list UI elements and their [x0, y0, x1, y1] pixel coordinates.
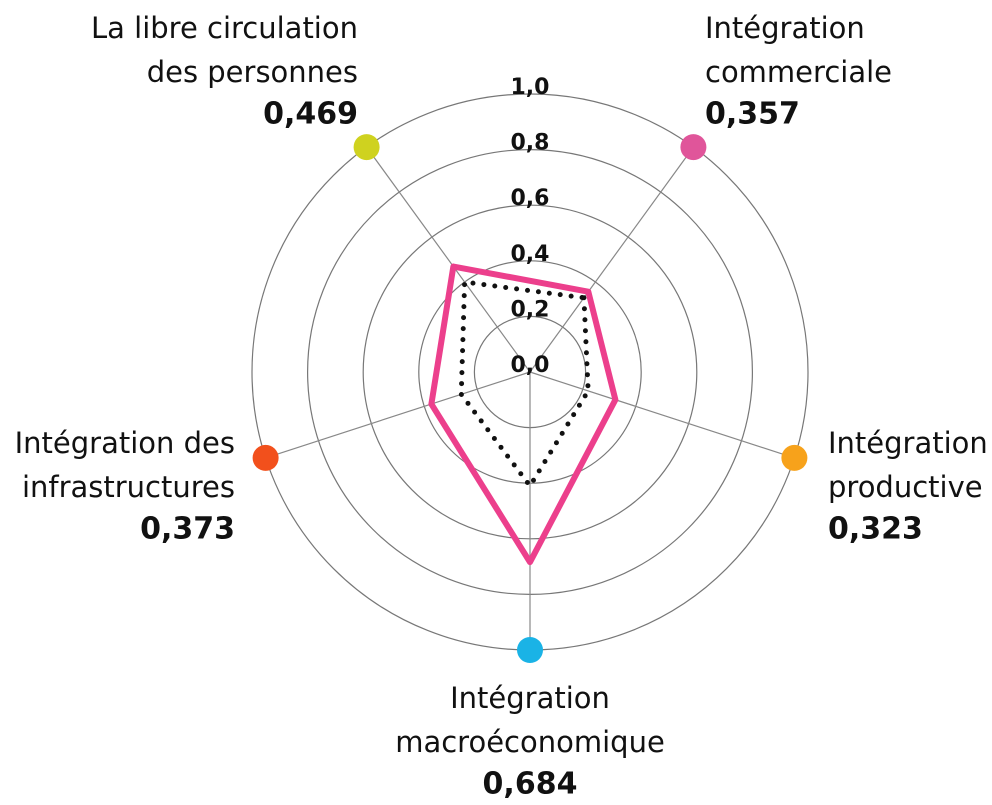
value-label: 0,323 — [828, 512, 923, 547]
r-tick-label: 0,2 — [511, 297, 550, 322]
axis-dot — [680, 134, 707, 161]
r-tick-label: 0,6 — [511, 186, 550, 211]
axis-dot — [781, 444, 808, 471]
series-line — [428, 263, 619, 566]
category-label: des personnes — [147, 55, 358, 89]
value-label: 0,373 — [140, 512, 235, 547]
category-label: productive — [828, 470, 983, 504]
category-label: Intégration — [450, 681, 610, 715]
r-tick-label: 0,0 — [511, 353, 550, 378]
category-label: Intégration — [705, 11, 865, 45]
series-line — [458, 279, 591, 489]
category-label: La libre circulation — [91, 11, 358, 45]
r-tick-label: 0,8 — [511, 131, 550, 156]
category-label: macroéconomique — [395, 725, 665, 759]
value-label: 0,469 — [263, 97, 358, 132]
value-label: 0,357 — [705, 97, 800, 132]
spoke — [529, 371, 795, 459]
spoke — [366, 146, 531, 373]
category-label: commerciale — [705, 55, 892, 89]
value-label: 0,684 — [483, 767, 578, 802]
axis-dot — [252, 444, 279, 471]
category-label: Intégration — [828, 426, 988, 460]
axis-dot — [517, 637, 543, 663]
r-tick-label: 0,4 — [511, 242, 550, 267]
spoke — [529, 146, 694, 373]
category-label: Intégration des — [15, 426, 235, 460]
r-tick-label: 1,0 — [511, 75, 550, 100]
spoke — [265, 371, 531, 459]
axis-dot — [353, 134, 380, 161]
category-label: infrastructures — [22, 470, 235, 504]
